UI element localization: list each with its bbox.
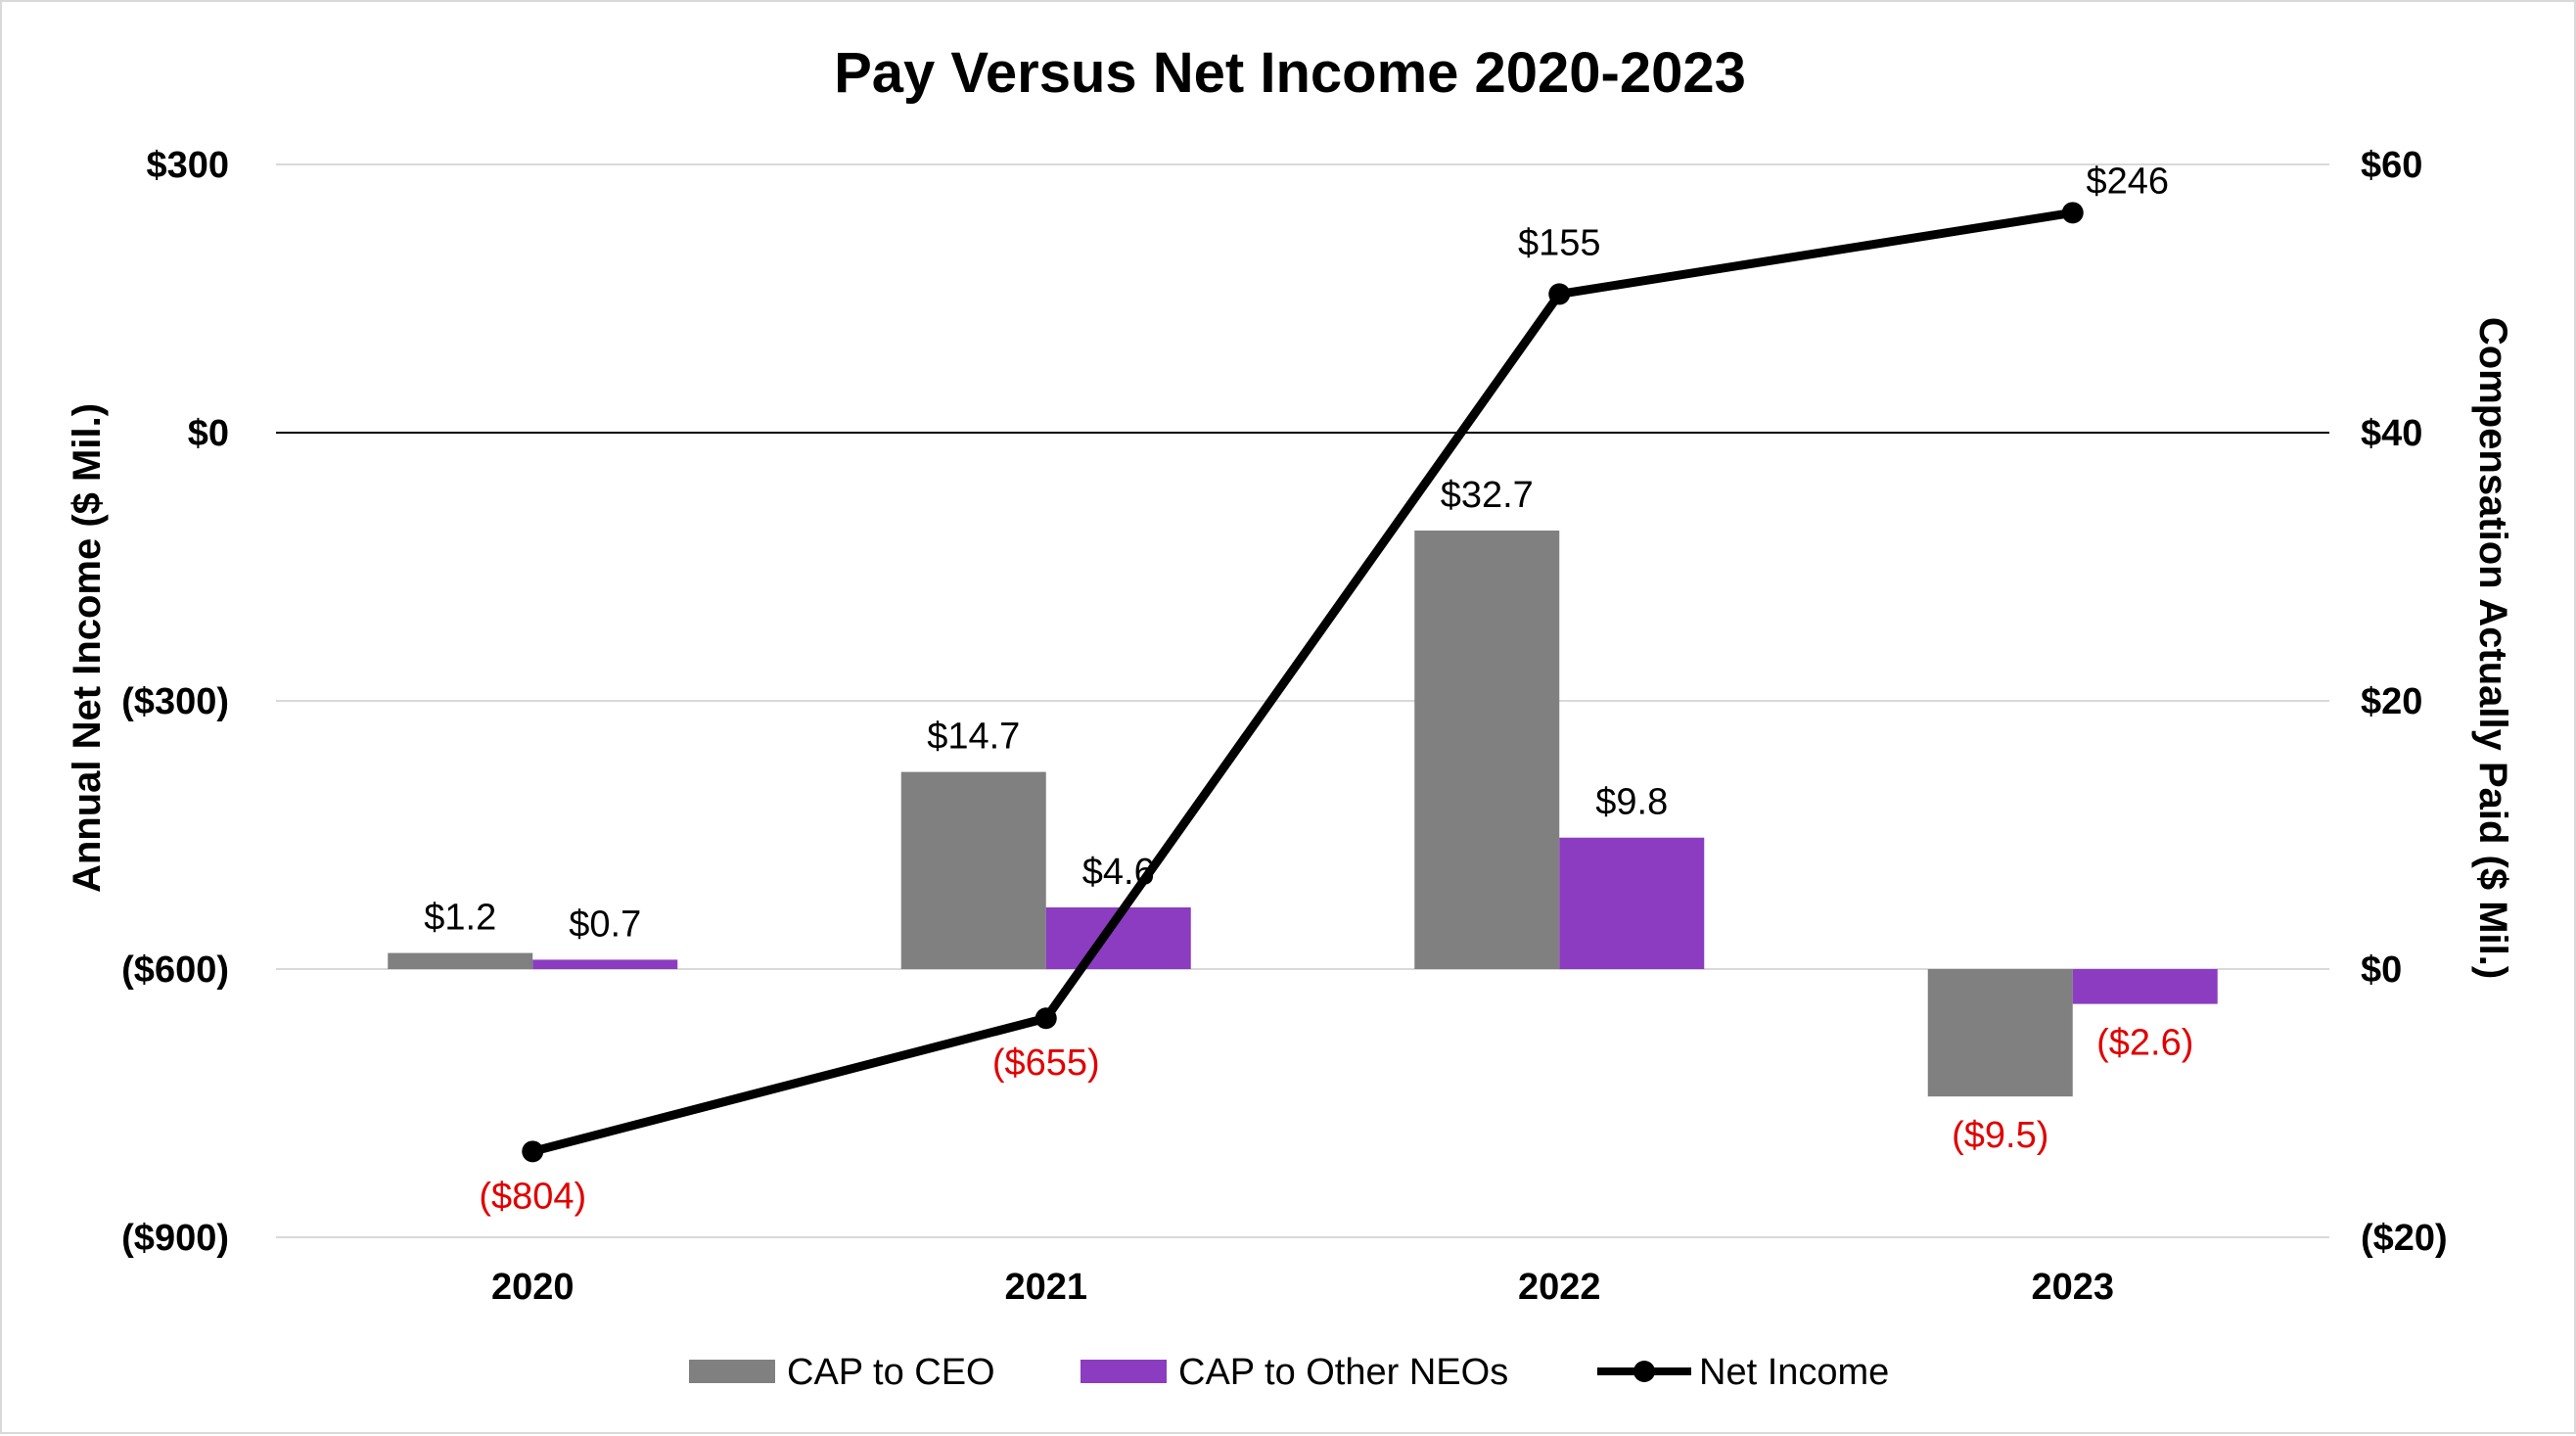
right-axis-title: Compensation Actually Paid ($ Mil.) <box>2471 317 2514 979</box>
right-tick-label: $60 <box>2361 145 2422 186</box>
net-income-point <box>2061 202 2084 224</box>
line-data-label: $246 <box>2086 161 2169 202</box>
bar-data-label: $9.8 <box>1595 782 1668 823</box>
bar-data-label: $0.7 <box>569 903 641 945</box>
line-data-label: ($804) <box>479 1176 586 1217</box>
right-tick-label: $20 <box>2361 681 2422 722</box>
right-tick-label: $0 <box>2361 950 2402 991</box>
right-tick-label: $40 <box>2361 413 2422 454</box>
line-data-label: ($655) <box>992 1042 1100 1084</box>
bar-data-label: $32.7 <box>1441 475 1534 516</box>
bar-cap-to-ceo <box>1414 531 1560 969</box>
bar-cap-to-ceo <box>900 771 1046 969</box>
bar-data-label: ($9.5) <box>1952 1115 2048 1156</box>
chart-title: Pay Versus Net Income 2020-2023 <box>834 41 1746 105</box>
bar-data-label: $4.6 <box>1082 852 1155 893</box>
legend-label: CAP to CEO <box>787 1352 995 1393</box>
net-income-line <box>522 202 2084 1163</box>
bar-series <box>388 531 2218 1097</box>
bar-cap-to-ceo <box>1927 969 2073 1097</box>
net-income-polyline <box>531 208 2074 1156</box>
bar-data-label: $14.7 <box>927 717 1020 758</box>
x-tick-label: 2022 <box>1518 1267 1601 1308</box>
left-tick-label: $300 <box>146 145 229 186</box>
left-tick-label: ($900) <box>121 1218 229 1259</box>
net-income-point <box>522 1140 544 1163</box>
bar-data-label: $1.2 <box>424 898 496 939</box>
axis-ticks: $300 $0 ($300) ($600) ($900) $60 $40 $20 $0 ($20)… <box>121 145 2448 1308</box>
left-tick-label: ($300) <box>121 681 229 722</box>
bar-cap-to-other-neos <box>1559 837 1705 969</box>
net-income-point <box>1035 1007 1057 1030</box>
x-tick-label: 2020 <box>491 1267 575 1308</box>
data-labels: $1.2 $14.7 $32.7 ($9.5) $0.7 $4.6 $9.8 ($2.6) ($… <box>424 161 2193 1217</box>
legend-label: Net Income <box>1699 1352 1889 1393</box>
legend-marker <box>1633 1361 1655 1382</box>
bar-data-label: ($2.6) <box>2096 1023 2193 1064</box>
bar-cap-to-ceo <box>388 952 533 969</box>
right-tick-label: ($20) <box>2361 1218 2448 1259</box>
bar-cap-to-other-neos <box>2072 969 2218 1004</box>
x-tick-label: 2023 <box>2031 1267 2114 1308</box>
left-tick-label: $0 <box>188 413 229 454</box>
legend-swatch <box>1081 1360 1167 1383</box>
left-axis-title: Annual Net Income ($ Mil.) <box>66 403 109 893</box>
bar-cap-to-other-neos <box>532 959 678 969</box>
legend-label: CAP to Other NEOs <box>1178 1352 1508 1393</box>
x-tick-label: 2021 <box>1004 1267 1087 1308</box>
left-tick-label: ($600) <box>121 950 229 991</box>
legend: CAP to CEO CAP to Other NEOs Net Income <box>689 1352 1889 1393</box>
net-income-point <box>1548 283 1571 305</box>
line-data-label: $155 <box>1518 222 1601 263</box>
legend-swatch <box>689 1360 775 1383</box>
